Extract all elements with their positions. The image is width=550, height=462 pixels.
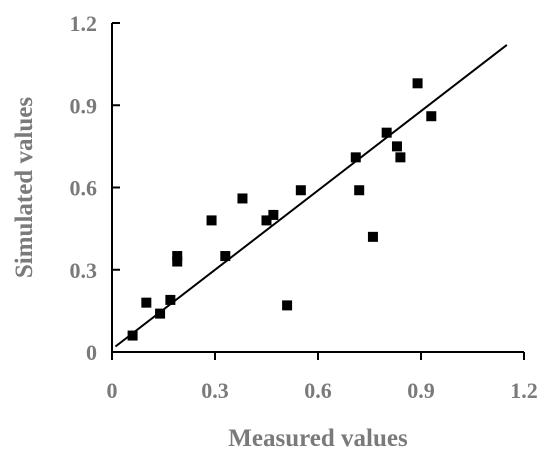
data-point	[206, 215, 217, 226]
data-point	[354, 185, 365, 196]
y-tick-label: 0.9	[70, 93, 98, 118]
y-tick-label: 0.3	[70, 258, 98, 283]
data-point	[367, 231, 378, 242]
y-tick-label: 0.6	[70, 176, 98, 201]
x-tick-label: 0.3	[201, 378, 229, 403]
data-point	[155, 308, 166, 319]
fit-line-group	[114, 44, 508, 348]
data-point	[350, 152, 361, 163]
y-tick-label: 1.2	[70, 11, 98, 36]
data-point	[268, 209, 279, 220]
x-tick-label: 0	[107, 378, 118, 403]
y-axis-title: Simulated values	[11, 97, 38, 279]
x-tick-label: 1.2	[510, 378, 538, 403]
data-point	[172, 251, 183, 262]
data-point	[282, 300, 293, 311]
data-point	[381, 127, 392, 138]
data-point	[295, 185, 306, 196]
fit-line	[114, 44, 508, 348]
data-point	[172, 256, 183, 267]
data-point	[395, 152, 406, 163]
y-tick-label: 0	[86, 340, 97, 365]
x-axis-title: Measured values	[228, 425, 408, 452]
data-point	[391, 141, 402, 152]
data-points	[127, 78, 437, 341]
data-point	[141, 297, 152, 308]
data-point	[237, 193, 248, 204]
data-point	[220, 251, 231, 262]
data-point	[165, 294, 176, 305]
data-point	[261, 215, 272, 226]
ticks: 0 0.3 0.6 0.9 1.2 0 0.3 0.6 0.9 1.2	[70, 11, 538, 403]
data-point	[426, 111, 437, 122]
data-point	[412, 78, 423, 89]
x-tick-label: 0.9	[407, 378, 435, 403]
data-point	[127, 330, 138, 341]
x-tick-label: 0.6	[304, 378, 332, 403]
